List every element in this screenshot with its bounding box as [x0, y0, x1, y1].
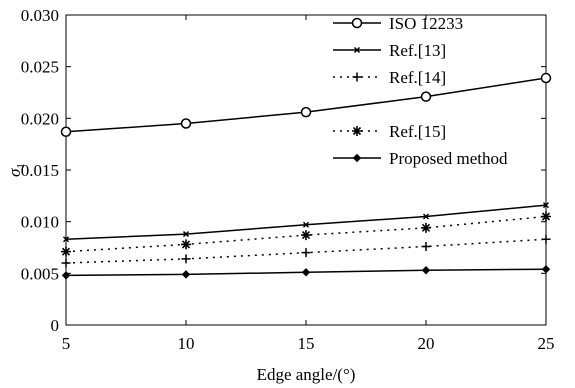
data-point-diamond	[421, 266, 431, 275]
series-layer	[60, 72, 552, 280]
data-point-plus	[61, 258, 71, 268]
data-point-star	[421, 222, 431, 233]
x-tick-label: 20	[418, 334, 435, 353]
legend: ISO 12233 Ref.[13] Ref.[14] Ref.[15] Propose…	[333, 14, 508, 168]
legend-label: Ref.[13]	[389, 41, 446, 60]
data-point-plus	[181, 254, 191, 264]
legend-item: Proposed method	[333, 149, 508, 168]
x-tick-label: 15	[298, 334, 315, 353]
data-point-plus	[541, 234, 551, 244]
series-line	[65, 238, 547, 264]
legend-label: ISO 12233	[389, 14, 463, 33]
data-point-circle	[300, 106, 312, 118]
data-point-circle	[180, 118, 192, 129]
data-point-diamond	[352, 153, 362, 163]
data-point-x	[62, 236, 70, 243]
y-tick-label: 0.015	[21, 161, 59, 180]
data-point-x	[542, 202, 550, 209]
data-point-star	[541, 211, 551, 222]
data-point-diamond	[181, 270, 191, 279]
y-axis-subscript: 1	[15, 163, 27, 169]
data-point-circle	[60, 126, 72, 138]
data-point-star	[61, 246, 71, 257]
data-point-diamond	[541, 264, 551, 274]
data-point-star	[181, 239, 191, 250]
x-tick-label: 10	[178, 334, 195, 353]
data-point-x	[182, 231, 190, 238]
data-point-plus	[301, 248, 311, 258]
x-axis-label: Edge angle/(°)	[257, 365, 356, 384]
data-point-star	[352, 126, 362, 136]
series-2	[61, 234, 551, 268]
y-tick-label: 0.010	[21, 213, 59, 232]
y-axis-label: σ1	[5, 163, 27, 177]
y-tick-label: 0.025	[21, 58, 59, 77]
legend-label: Proposed method	[389, 149, 508, 168]
data-point-x	[302, 221, 310, 228]
series-line	[65, 77, 547, 133]
data-point-circle	[351, 17, 363, 29]
series-0	[60, 72, 552, 138]
series-3	[61, 211, 551, 257]
data-point-star	[301, 230, 311, 241]
legend-item: ISO 12233	[333, 14, 463, 33]
legend-item: Ref.[15]	[333, 122, 446, 141]
x-tick-label: 5	[62, 334, 71, 353]
series-4	[61, 264, 551, 280]
data-point-x	[422, 213, 430, 220]
y-tick-label: 0.030	[21, 6, 59, 25]
data-point-circle	[420, 91, 432, 102]
y-tick-label: 0	[51, 316, 60, 335]
plot-frame	[65, 14, 547, 326]
y-axis-symbol: σ	[5, 168, 24, 177]
data-point-plus	[421, 241, 431, 251]
series-1	[62, 202, 550, 243]
legend-item: Ref.[14]	[333, 68, 446, 87]
legend-label: Ref.[14]	[389, 68, 446, 87]
series-line	[65, 215, 547, 253]
legend-item: Ref.[13]	[333, 41, 446, 60]
y-tick-label: 0.005	[21, 264, 59, 283]
data-point-diamond	[301, 268, 311, 277]
data-point-plus	[352, 72, 362, 82]
data-point-circle	[540, 72, 552, 84]
data-point-diamond	[61, 271, 71, 280]
axis-ticks: 5 10 15 20 25 0 0.005 0.010 0.015 0.020 0.025 0.030	[21, 6, 555, 353]
data-point-x	[353, 46, 361, 54]
x-tick-label: 25	[538, 334, 555, 353]
y-tick-label: 0.020	[21, 109, 59, 128]
legend-label: Ref.[15]	[389, 122, 446, 141]
